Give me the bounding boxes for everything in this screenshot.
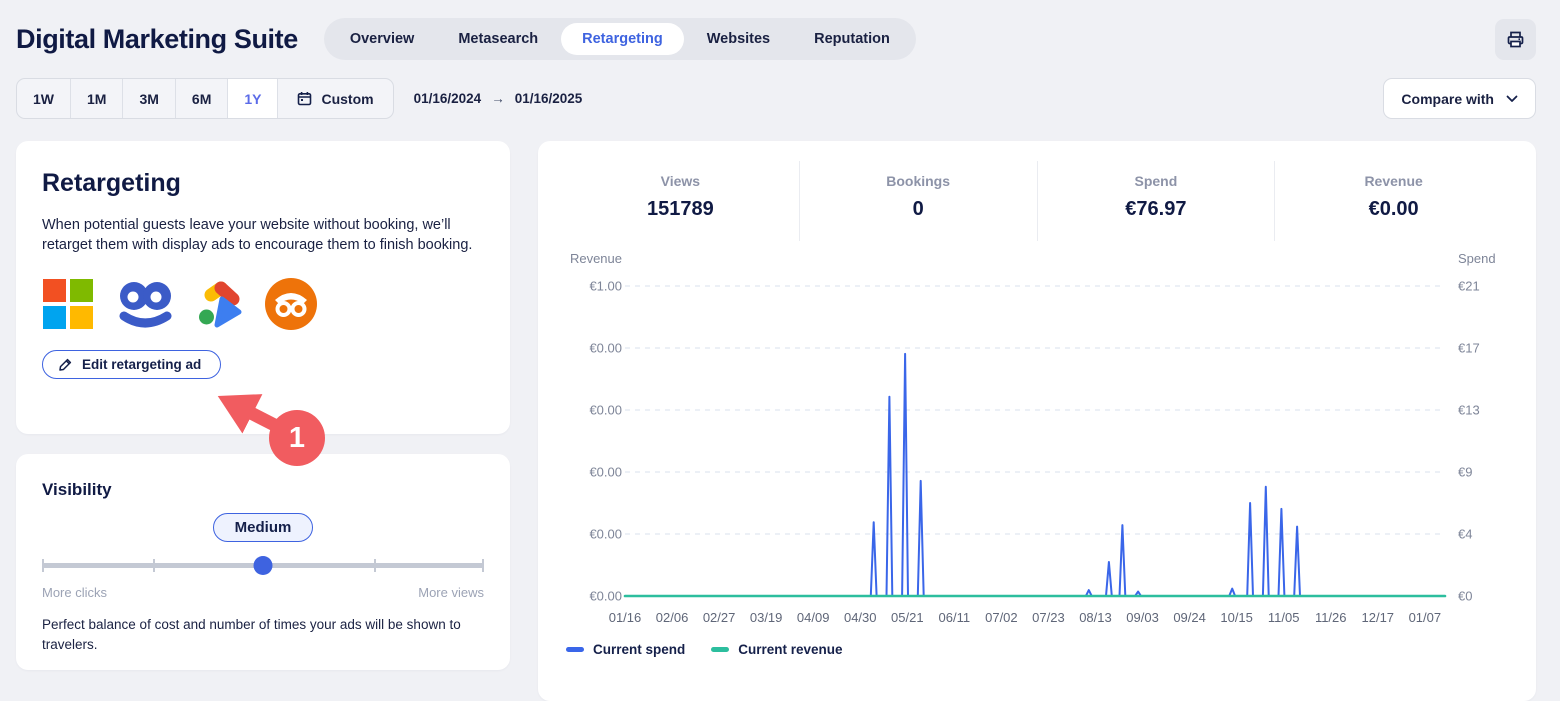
visibility-level-badge: Medium xyxy=(212,513,314,542)
tab-retargeting[interactable]: Retargeting xyxy=(561,23,684,55)
date-range-selector: 1W 1M 3M 6M 1Y Custom xyxy=(16,78,394,119)
svg-text:03/19: 03/19 xyxy=(750,610,783,625)
print-button[interactable] xyxy=(1495,18,1536,60)
main-content: Retargeting When potential guests leave … xyxy=(0,119,1560,701)
microsoft-logo xyxy=(42,278,94,330)
retargeting-card-title: Retargeting xyxy=(42,169,181,197)
header: Digital Marketing Suite Overview Metasea… xyxy=(0,0,1560,70)
more-clicks-label: More clicks xyxy=(42,585,108,600)
chart-legend: Current spend Current revenue xyxy=(566,642,1512,657)
svg-text:€4: €4 xyxy=(1458,527,1472,542)
tab-metasearch[interactable]: Metasearch xyxy=(458,31,539,47)
selected-date-range: 01/16/2024 → 01/16/2025 xyxy=(414,91,583,106)
current-spend-swatch xyxy=(566,647,584,652)
svg-text:04/09: 04/09 xyxy=(797,610,830,625)
date-to: 01/16/2025 xyxy=(514,91,583,106)
page-title: Digital Marketing Suite xyxy=(16,23,298,54)
legend-current-revenue[interactable]: Current revenue xyxy=(711,642,843,657)
svg-text:€1.00: €1.00 xyxy=(589,279,622,294)
compare-with-dropdown[interactable]: Compare with xyxy=(1383,78,1536,119)
svg-text:11/05: 11/05 xyxy=(1268,610,1300,625)
printer-icon xyxy=(1506,30,1525,49)
legend-current-spend[interactable]: Current spend xyxy=(566,642,685,657)
ad-network-logos xyxy=(42,276,484,332)
chevron-down-icon xyxy=(1506,95,1518,103)
svg-text:€17: €17 xyxy=(1458,341,1480,356)
range-1y-button[interactable]: 1Y xyxy=(228,79,279,118)
svg-text:01/07: 01/07 xyxy=(1409,610,1442,625)
svg-text:08/13: 08/13 xyxy=(1079,610,1112,625)
blue-smiley-logo xyxy=(114,278,176,330)
svg-text:€0.00: €0.00 xyxy=(589,403,622,418)
svg-text:€9: €9 xyxy=(1458,465,1472,480)
retargeting-card: Retargeting When potential guests leave … xyxy=(16,141,510,434)
svg-text:€0: €0 xyxy=(1458,589,1472,604)
svg-text:09/24: 09/24 xyxy=(1173,610,1206,625)
stat-spend: Spend €76.97 xyxy=(1038,161,1276,241)
visibility-slider[interactable] xyxy=(42,555,484,575)
retargeting-card-description: When potential guests leave your website… xyxy=(42,217,473,254)
svg-text:€21: €21 xyxy=(1458,279,1480,294)
svg-text:11/26: 11/26 xyxy=(1315,610,1347,625)
range-1w-button[interactable]: 1W xyxy=(17,79,71,118)
svg-text:09/03: 09/03 xyxy=(1126,610,1159,625)
tab-overview[interactable]: Overview xyxy=(349,31,415,47)
svg-text:01/16: 01/16 xyxy=(609,610,642,625)
range-3m-button[interactable]: 3M xyxy=(123,79,176,118)
svg-text:Spend: Spend xyxy=(1458,251,1496,266)
svg-text:04/30: 04/30 xyxy=(844,610,877,625)
svg-text:06/11: 06/11 xyxy=(939,610,971,625)
tab-reputation[interactable]: Reputation xyxy=(814,31,890,47)
slider-labels: More clicks More views xyxy=(42,585,484,600)
svg-text:05/21: 05/21 xyxy=(891,610,924,625)
stat-bookings: Bookings 0 xyxy=(800,161,1038,241)
tab-websites[interactable]: Websites xyxy=(706,31,771,47)
stat-views: Views 151789 xyxy=(562,161,800,241)
range-1m-button[interactable]: 1M xyxy=(71,79,124,118)
edit-retargeting-ad-button[interactable]: Edit retargeting ad xyxy=(42,349,222,379)
svg-text:07/23: 07/23 xyxy=(1032,610,1065,625)
outbrain-logo xyxy=(264,277,318,331)
svg-text:02/06: 02/06 xyxy=(656,610,689,625)
calendar-icon xyxy=(297,91,312,106)
svg-text:€0.00: €0.00 xyxy=(589,527,622,542)
stats-row: Views 151789 Bookings 0 Spend €76.97 Rev… xyxy=(562,161,1512,241)
slider-tick-75 xyxy=(373,559,376,572)
chart-canvas: Revenue Spend €1.00 €21 €0.00 €17 €0.00 €13 €0.0… xyxy=(570,251,1496,625)
range-custom-button[interactable]: Custom xyxy=(278,79,392,118)
svg-text:€0.00: €0.00 xyxy=(589,341,622,356)
svg-text:€13: €13 xyxy=(1458,403,1480,418)
arrow-right-icon: → xyxy=(491,91,505,106)
date-from: 01/16/2024 xyxy=(413,91,482,106)
range-6m-button[interactable]: 6M xyxy=(176,79,229,118)
spend-revenue-chart: Revenue Spend €1.00 €21 €0.00 €17 €0.00 €13 €0.0… xyxy=(562,241,1512,638)
google-ads-logo xyxy=(196,280,244,328)
visibility-title: Visibility xyxy=(42,480,112,499)
slider-thumb[interactable] xyxy=(253,556,273,575)
svg-text:02/27: 02/27 xyxy=(703,610,736,625)
current-revenue-swatch xyxy=(711,647,730,652)
toolbar: 1W 1M 3M 6M 1Y Custom 01/16/2024 → 01/16… xyxy=(0,70,1560,119)
svg-text:12/17: 12/17 xyxy=(1362,610,1395,625)
svg-text:Revenue: Revenue xyxy=(570,251,622,266)
main-nav: Overview Metasearch Retargeting Websites… xyxy=(323,18,916,60)
svg-text:07/02: 07/02 xyxy=(985,610,1018,625)
slider-tick-25 xyxy=(152,559,155,572)
more-views-label: More views xyxy=(418,585,484,600)
slider-tick-0 xyxy=(42,559,44,572)
svg-text:€0.00: €0.00 xyxy=(589,589,622,604)
performance-card: Views 151789 Bookings 0 Spend €76.97 Rev… xyxy=(538,141,1536,701)
pencil-icon xyxy=(58,357,73,372)
svg-text:€0.00: €0.00 xyxy=(589,465,622,480)
svg-text:10/15: 10/15 xyxy=(1220,610,1253,625)
slider-tick-100 xyxy=(482,559,484,572)
visibility-card: Visibility Medium More clicks More views… xyxy=(16,454,510,670)
left-column: Retargeting When potential guests leave … xyxy=(16,141,510,670)
stat-revenue: Revenue €0.00 xyxy=(1364,173,1423,220)
visibility-description: Perfect balance of cost and number of ti… xyxy=(42,617,461,652)
